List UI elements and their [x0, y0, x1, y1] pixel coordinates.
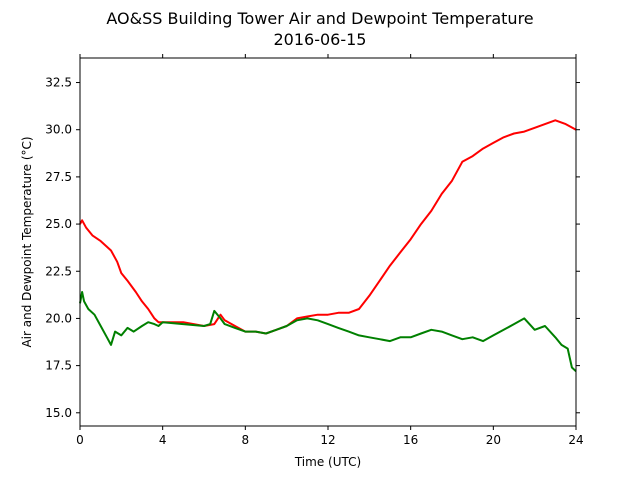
y-tick-label: 32.5 — [45, 76, 72, 90]
x-tick-label: 20 — [486, 433, 501, 447]
y-tick-label: 17.5 — [45, 359, 72, 373]
tick-layer: 0 4 8 12 16 20 24 15.0 17.5 20.0 22.5 25.0 27.5 30.0 3… — [45, 54, 584, 447]
y-tick-label: 27.5 — [45, 170, 72, 184]
series-layer — [79, 119, 577, 373]
x-axis-label: Time (UTC) — [294, 455, 361, 469]
series-line-0 — [79, 119, 577, 335]
x-tick-label: 0 — [76, 433, 84, 447]
y-tick-label: 30.0 — [45, 123, 72, 137]
y-tick-label: 15.0 — [45, 406, 72, 420]
x-tick-label: 16 — [403, 433, 418, 447]
chart-subtitle: 2016-06-15 — [274, 30, 367, 49]
chart-title: AO&SS Building Tower Air and Dewpoint Te… — [106, 9, 533, 28]
plot-frame — [79, 57, 577, 427]
y-tick-label: 22.5 — [45, 264, 72, 278]
x-tick-label: 24 — [568, 433, 583, 447]
x-tick-label: 8 — [242, 433, 250, 447]
series-line-1 — [79, 291, 577, 373]
y-axis-label: Air and Dewpoint Temperature (°C) — [20, 136, 34, 347]
x-tick-label: 12 — [320, 433, 335, 447]
y-tick-label: 25.0 — [45, 217, 72, 231]
y-tick-label: 20.0 — [45, 311, 72, 325]
x-tick-label: 4 — [159, 433, 167, 447]
